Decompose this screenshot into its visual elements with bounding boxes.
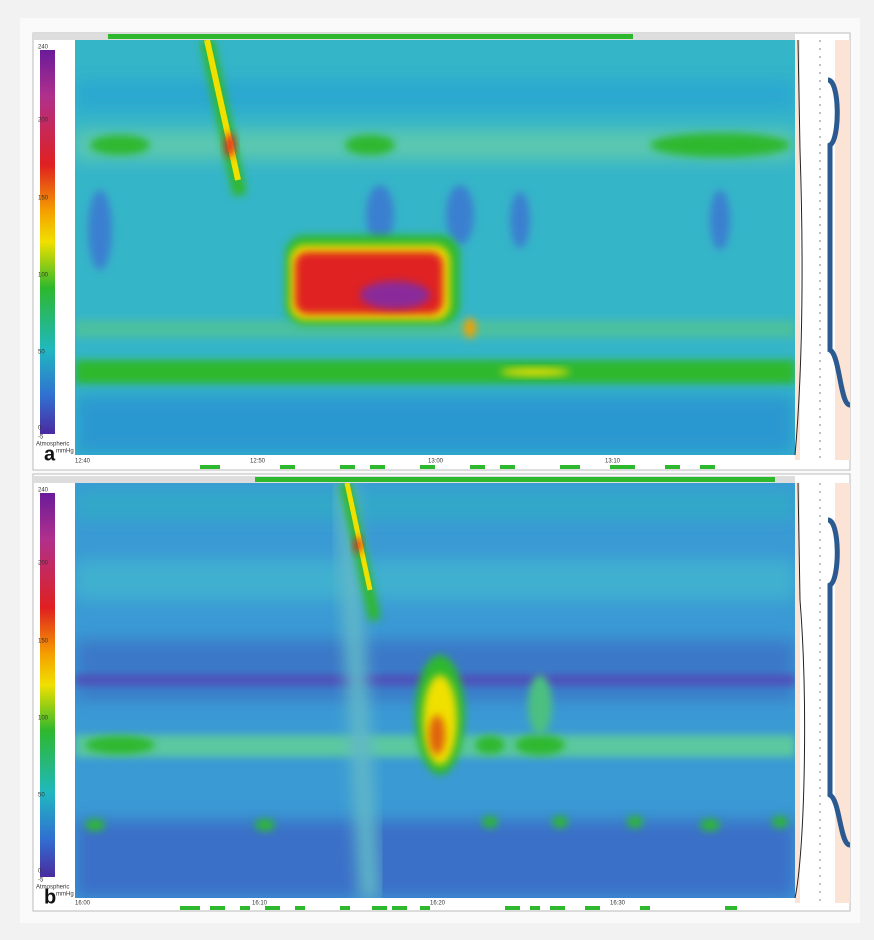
scale-label: 150 [38, 639, 49, 645]
mark [240, 906, 250, 910]
mark [725, 906, 737, 910]
map-blob [90, 135, 150, 155]
map-band [75, 80, 795, 110]
mark [700, 819, 720, 831]
mark [420, 465, 435, 469]
scale-label: 150 [38, 196, 49, 202]
map-blob [650, 133, 790, 157]
mark [280, 465, 295, 469]
map-band [75, 560, 795, 600]
pressure-map [75, 483, 795, 900]
map-blob [88, 190, 112, 270]
mark [372, 906, 387, 910]
map-blob [464, 318, 476, 338]
map-band [75, 490, 795, 520]
map-blob [446, 185, 474, 245]
mark [505, 906, 520, 910]
mark [700, 465, 715, 469]
peak-region [295, 252, 443, 314]
mark [210, 906, 225, 910]
map-blob [85, 736, 155, 754]
scale-label: 240 [38, 488, 49, 494]
map-blob [515, 735, 565, 755]
mark [470, 465, 485, 469]
color-scale [40, 493, 55, 877]
mark [640, 906, 650, 910]
mark [85, 819, 105, 831]
map-band [75, 360, 795, 384]
panel-a: 240 200 150 100 50 0 -5 Atmospheric mmHg… [33, 33, 850, 470]
map-blob [500, 368, 570, 376]
mark [295, 906, 305, 910]
top-progress [255, 477, 775, 482]
mark [420, 906, 430, 910]
mark [392, 906, 407, 910]
mark [627, 816, 643, 828]
panel-label: a [44, 443, 56, 465]
map-blob [710, 190, 730, 250]
time-label: 16:00 [75, 901, 91, 907]
scale-label: 200 [38, 561, 49, 567]
time-label: 16:30 [610, 901, 626, 907]
mark [560, 465, 580, 469]
scale-label: -5 [38, 435, 44, 441]
time-label: 12:50 [250, 459, 266, 465]
mark [180, 906, 200, 910]
time-label: 16:10 [252, 901, 268, 907]
mark [665, 465, 680, 469]
map-blob [225, 133, 235, 157]
scale-label: 240 [38, 45, 49, 51]
peak-core [429, 715, 445, 755]
scale-label: -5 [38, 878, 44, 884]
map-blob [475, 736, 505, 754]
map-blob [510, 192, 530, 248]
time-label: 12:40 [75, 459, 91, 465]
mark [340, 906, 350, 910]
mark [552, 816, 568, 828]
mark [265, 906, 280, 910]
pressure-map [75, 40, 795, 455]
scale-label: 50 [38, 350, 45, 356]
mark [500, 465, 515, 469]
mark [530, 906, 540, 910]
map-blob [528, 675, 552, 735]
time-label: 13:00 [428, 459, 444, 465]
mark [482, 816, 498, 828]
map-band [75, 820, 795, 898]
top-progress [108, 34, 633, 39]
mark [255, 819, 275, 831]
mark [772, 816, 788, 828]
mark [370, 465, 385, 469]
screenshot: 240 200 150 100 50 0 -5 Atmospheric mmHg… [0, 0, 874, 935]
scale-label: 200 [38, 118, 49, 124]
peak-core [360, 281, 430, 309]
mark [585, 906, 600, 910]
scale-label: 50 [38, 793, 45, 799]
page: 240 200 150 100 50 0 -5 Atmospheric mmHg… [0, 0, 874, 935]
panel-b: 240 200 150 100 50 0 -5 Atmospheric mmHg… [33, 474, 850, 911]
panel-label: b [44, 886, 56, 908]
scale-unit: mmHg [56, 892, 74, 898]
color-scale [40, 50, 55, 434]
mark [550, 906, 565, 910]
scale-label: 100 [38, 716, 49, 722]
time-label: 13:10 [605, 459, 621, 465]
time-label: 16:20 [430, 901, 446, 907]
map-blob [345, 135, 395, 155]
mark [340, 465, 355, 469]
scale-label: 100 [38, 273, 49, 279]
mark [200, 465, 220, 469]
scale-unit: mmHg [56, 449, 74, 455]
map-blob [354, 537, 362, 553]
mark [610, 465, 635, 469]
map-band [75, 395, 795, 455]
